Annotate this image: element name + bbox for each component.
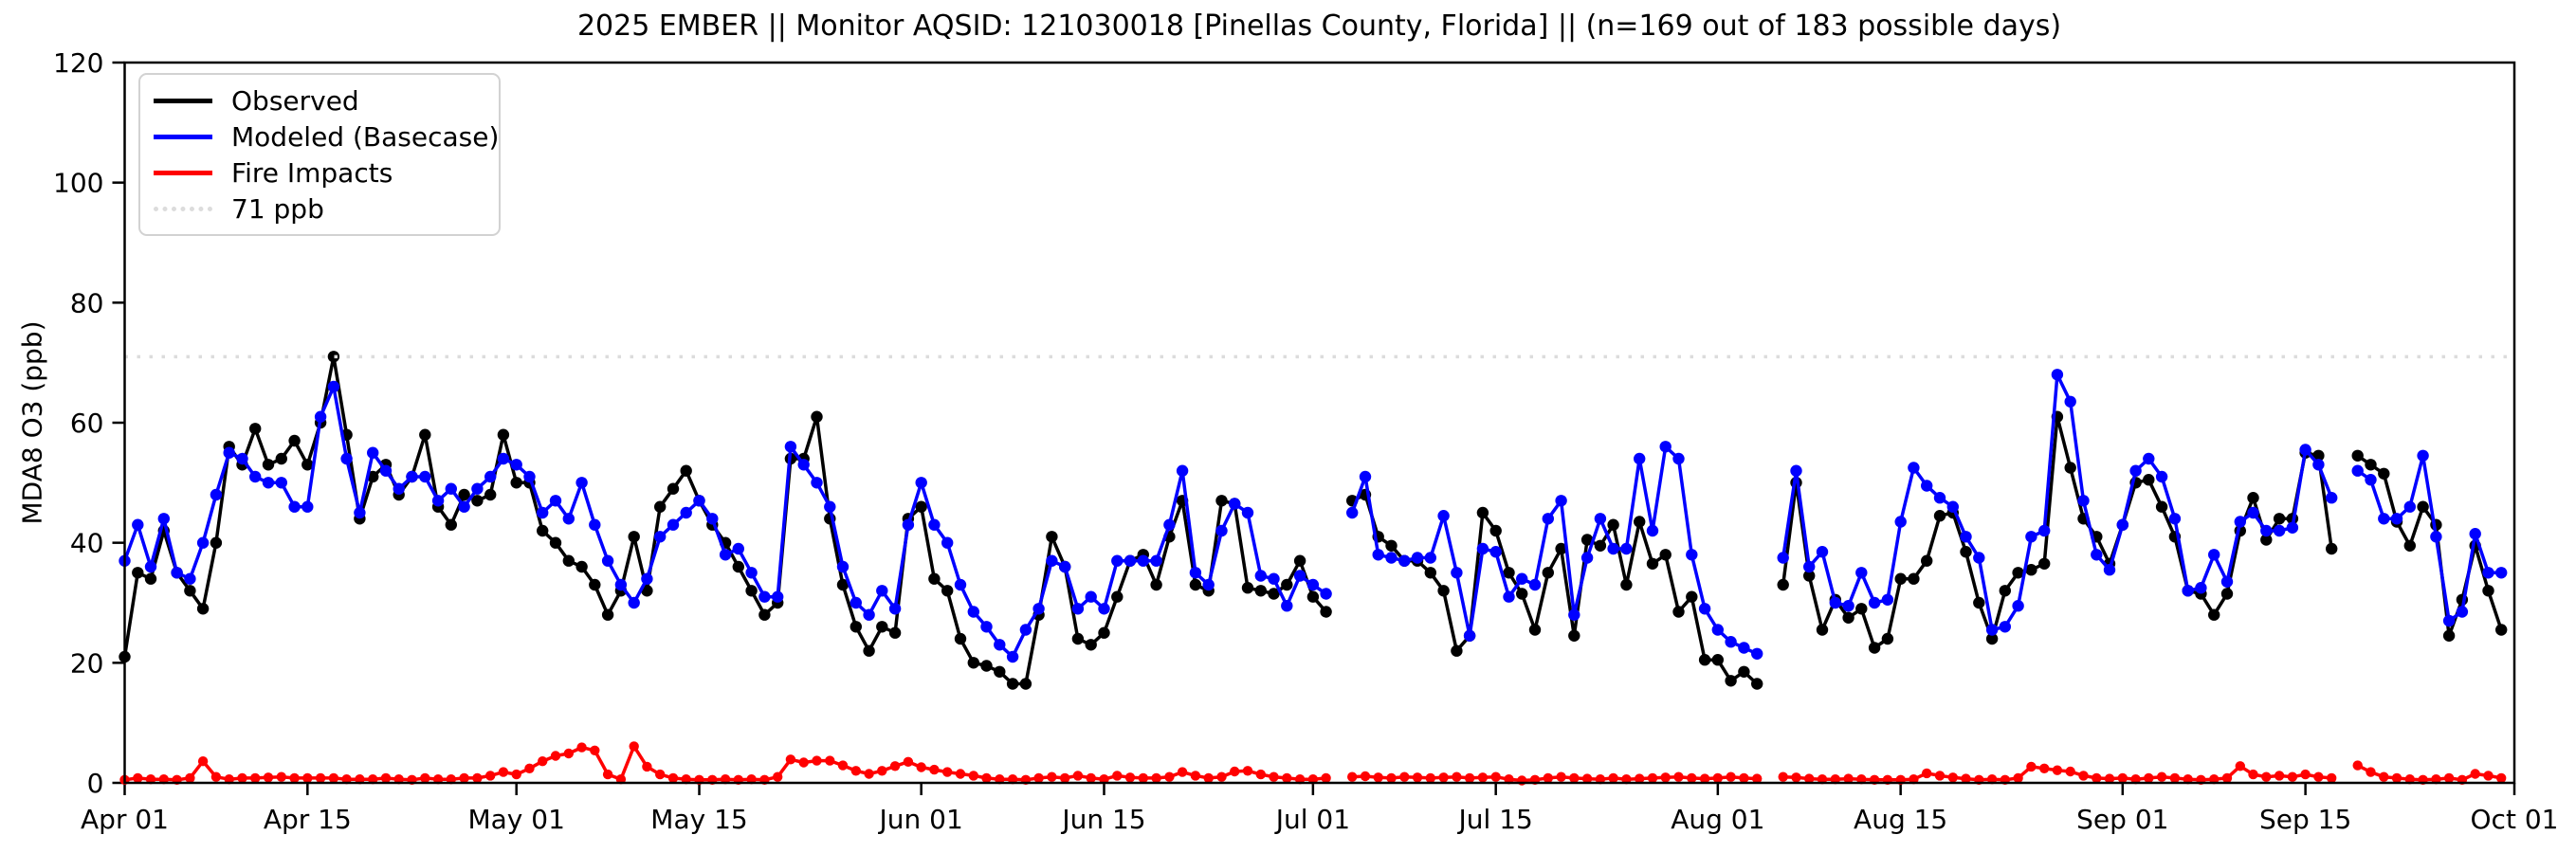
svg-text:Jul 15: Jul 15: [1457, 804, 1533, 835]
legend-label: Fire Impacts: [231, 156, 393, 189]
svg-text:May 01: May 01: [467, 804, 564, 835]
svg-text:40: 40: [70, 528, 104, 559]
svg-text:20: 20: [70, 647, 104, 679]
legend-item-71ppb-threshold: 71 ppb: [154, 192, 489, 225]
svg-text:Jun 15: Jun 15: [1060, 804, 1145, 835]
svg-text:Aug 01: Aug 01: [1671, 804, 1764, 835]
svg-text:Sep 01: Sep 01: [2076, 804, 2168, 835]
svg-text:Oct 01: Oct 01: [2471, 804, 2559, 835]
legend-item-observed: Observed: [154, 84, 489, 117]
legend-label: 71 ppb: [231, 192, 324, 225]
svg-text:80: 80: [70, 287, 104, 318]
svg-text:120: 120: [53, 47, 103, 79]
fire-impacts-line-swatch: [154, 170, 212, 175]
svg-text:100: 100: [53, 168, 103, 199]
svg-text:60: 60: [70, 408, 104, 439]
y-axis-label: MDA8 O3 (ppb): [16, 320, 48, 525]
svg-text:Apr 15: Apr 15: [264, 804, 352, 835]
svg-text:Jun 01: Jun 01: [878, 804, 963, 835]
modeled-line-swatch: [154, 134, 212, 139]
svg-text:May 15: May 15: [650, 804, 747, 835]
observed-line-swatch: [154, 98, 212, 103]
svg-text:Sep 15: Sep 15: [2259, 804, 2351, 835]
chart-title: 2025 EMBER || Monitor AQSID: 121030018 […: [576, 9, 2062, 43]
svg-text:0: 0: [87, 768, 104, 799]
legend-label: Observed: [231, 84, 359, 117]
legend-item-modeled-basecase: Modeled (Basecase): [154, 121, 499, 153]
legend: Observed Modeled (Basecase) Fire Impacts…: [138, 73, 501, 236]
legend-item-fire-impacts: Fire Impacts: [154, 156, 489, 189]
legend-label: Modeled (Basecase): [231, 120, 500, 153]
svg-text:Aug 15: Aug 15: [1854, 804, 1947, 835]
svg-text:Jul 01: Jul 01: [1274, 804, 1350, 835]
svg-text:Apr 01: Apr 01: [81, 804, 169, 835]
threshold-line-swatch: [154, 206, 212, 211]
